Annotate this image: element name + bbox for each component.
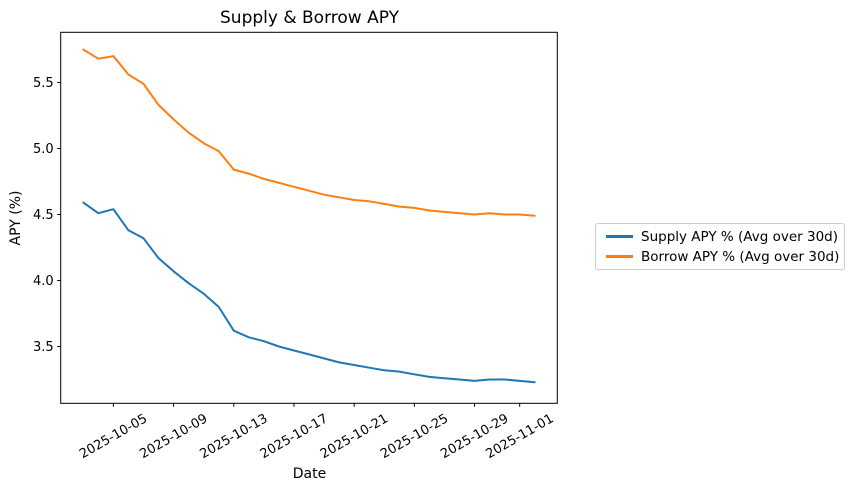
svg-text:5.5: 5.5 xyxy=(33,76,54,91)
legend-swatch-borrow-line xyxy=(606,255,633,258)
svg-text:2025-10-21: 2025-10-21 xyxy=(318,411,391,462)
y-axis-label: APY (%) xyxy=(8,190,24,246)
svg-text:5.0: 5.0 xyxy=(33,142,54,157)
svg-text:4.5: 4.5 xyxy=(33,208,54,223)
chart-title: Supply & Borrow APY xyxy=(220,8,399,28)
legend-label-borrow: Borrow APY % (Avg over 30d) xyxy=(641,248,840,265)
legend-swatch-supply-line xyxy=(606,235,633,238)
svg-text:2025-10-13: 2025-10-13 xyxy=(198,411,271,462)
svg-text:2025-10-09: 2025-10-09 xyxy=(137,411,210,462)
svg-text:2025-10-25: 2025-10-25 xyxy=(378,411,451,462)
legend-item-borrow: Borrow APY % (Avg over 30d) xyxy=(606,249,844,265)
svg-text:2025-10-17: 2025-10-17 xyxy=(258,411,331,462)
svg-text:3.5: 3.5 xyxy=(33,340,54,355)
legend-label-supply: Supply APY % (Avg over 30d) xyxy=(641,228,839,245)
legend: Supply APY % (Avg over 30d) Borrow APY %… xyxy=(595,223,845,270)
svg-text:4.0: 4.0 xyxy=(33,274,54,289)
legend-item-supply: Supply APY % (Avg over 30d) xyxy=(606,229,844,245)
x-axis-label: Date xyxy=(292,466,327,482)
svg-text:2025-10-05: 2025-10-05 xyxy=(77,411,150,462)
